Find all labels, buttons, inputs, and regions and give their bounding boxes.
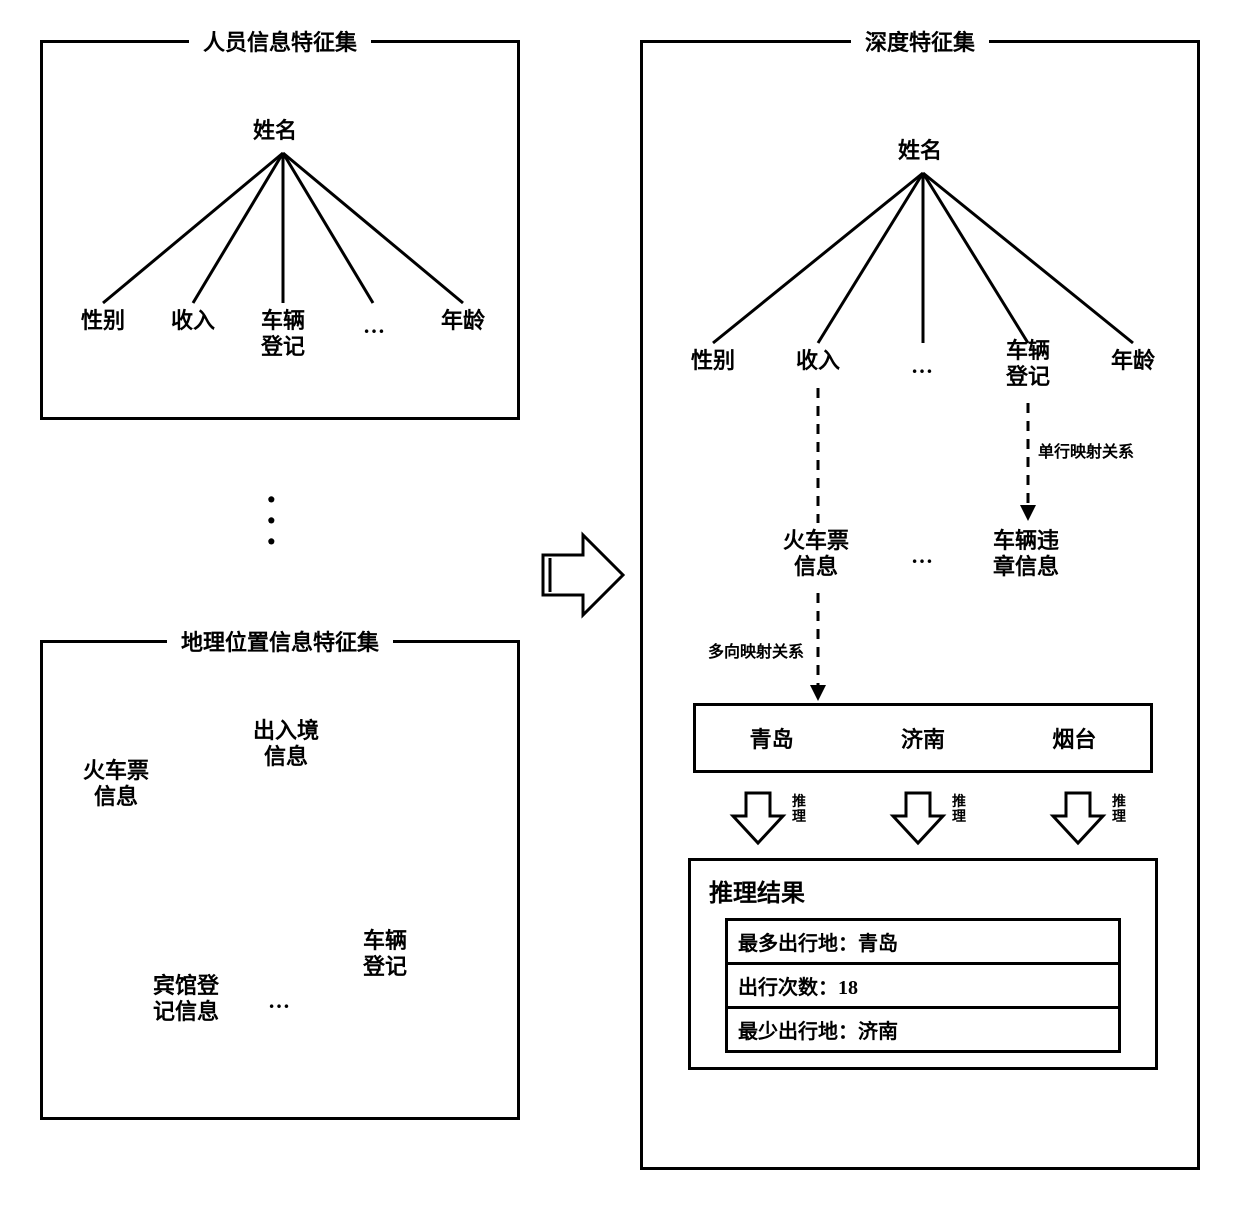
person-child-dots: … (363, 313, 385, 339)
panel-geo-title: 地理位置信息特征集 (167, 625, 393, 657)
between-panels-ellipsis-icon: ··· (265, 490, 278, 553)
cities-box: 青岛 济南 烟台 (693, 703, 1153, 773)
deep-edge-multi-label: 多向映射关系 (708, 638, 804, 662)
person-child-age: 年龄 (441, 308, 485, 334)
panel-deep-title: 深度特征集 (851, 25, 989, 57)
geo-vehicle: 车辆 登记 (363, 928, 407, 981)
person-child-vehicle: 车辆 登记 (261, 308, 305, 361)
deep-root: 姓名 (898, 138, 942, 164)
person-child-income: 收入 (171, 308, 215, 334)
geo-entry: 出入境 信息 (253, 718, 319, 771)
city-1: 济南 (901, 722, 945, 754)
deep-edge-single-label: 单行映射关系 (1038, 438, 1134, 462)
geo-dots: … (268, 988, 290, 1014)
result-row-2: 出行次数：18 (725, 962, 1121, 1009)
deep-t1-dots: … (911, 353, 933, 379)
deep-t2-dots: … (911, 543, 933, 569)
city-0: 青岛 (750, 722, 794, 754)
panel-person-title: 人员信息特征集 (189, 25, 371, 57)
city-2: 烟台 (1052, 722, 1096, 754)
deep-t2-violation: 车辆违 章信息 (993, 528, 1059, 581)
result-row-1: 最多出行地：青岛 (725, 918, 1121, 965)
person-child-gender: 性别 (81, 308, 125, 334)
diagram-canvas: 人员信息特征集 姓名 性别 收入 车辆 登记 … 年龄 ··· 地理位置信息特征… (20, 20, 1220, 1203)
panel-person-info: 人员信息特征集 姓名 性别 收入 车辆 登记 … 年龄 (40, 40, 520, 420)
panel-deep-features: 深度特征集 姓名 性别 收入 … 车辆 登记 年龄 单行映射关系 火车票 信息 … (640, 40, 1200, 1170)
deep-t1-vehicle: 车辆 登记 (1006, 338, 1050, 391)
person-root: 姓名 (253, 118, 297, 144)
infer-label-3: 推理 (1111, 795, 1127, 826)
infer-label-2: 推理 (951, 795, 967, 826)
results-title: 推理结果 (709, 873, 1141, 908)
big-arrow-icon (538, 530, 628, 620)
deep-t1-income: 收入 (796, 348, 840, 374)
person-tree-lines (43, 43, 523, 423)
deep-t1-gender: 性别 (691, 348, 735, 374)
results-box: 推理结果 最多出行地：青岛 出行次数：18 最少出行地：济南 (688, 858, 1158, 1070)
geo-hotel: 宾馆登 记信息 (153, 973, 219, 1026)
geo-train: 火车票 信息 (83, 758, 149, 811)
infer-arrow-1-icon (728, 788, 788, 848)
deep-t1-age: 年龄 (1111, 348, 1155, 374)
result-row-3: 最少出行地：济南 (725, 1006, 1121, 1053)
infer-arrow-2-icon (888, 788, 948, 848)
deep-t2-train: 火车票 信息 (783, 528, 849, 581)
infer-arrow-3-icon (1048, 788, 1108, 848)
panel-geo-info: 地理位置信息特征集 火车票 信息 出入境 信息 宾馆登 记信息 … 车辆 登记 (40, 640, 520, 1120)
infer-label-1: 推理 (791, 795, 807, 826)
